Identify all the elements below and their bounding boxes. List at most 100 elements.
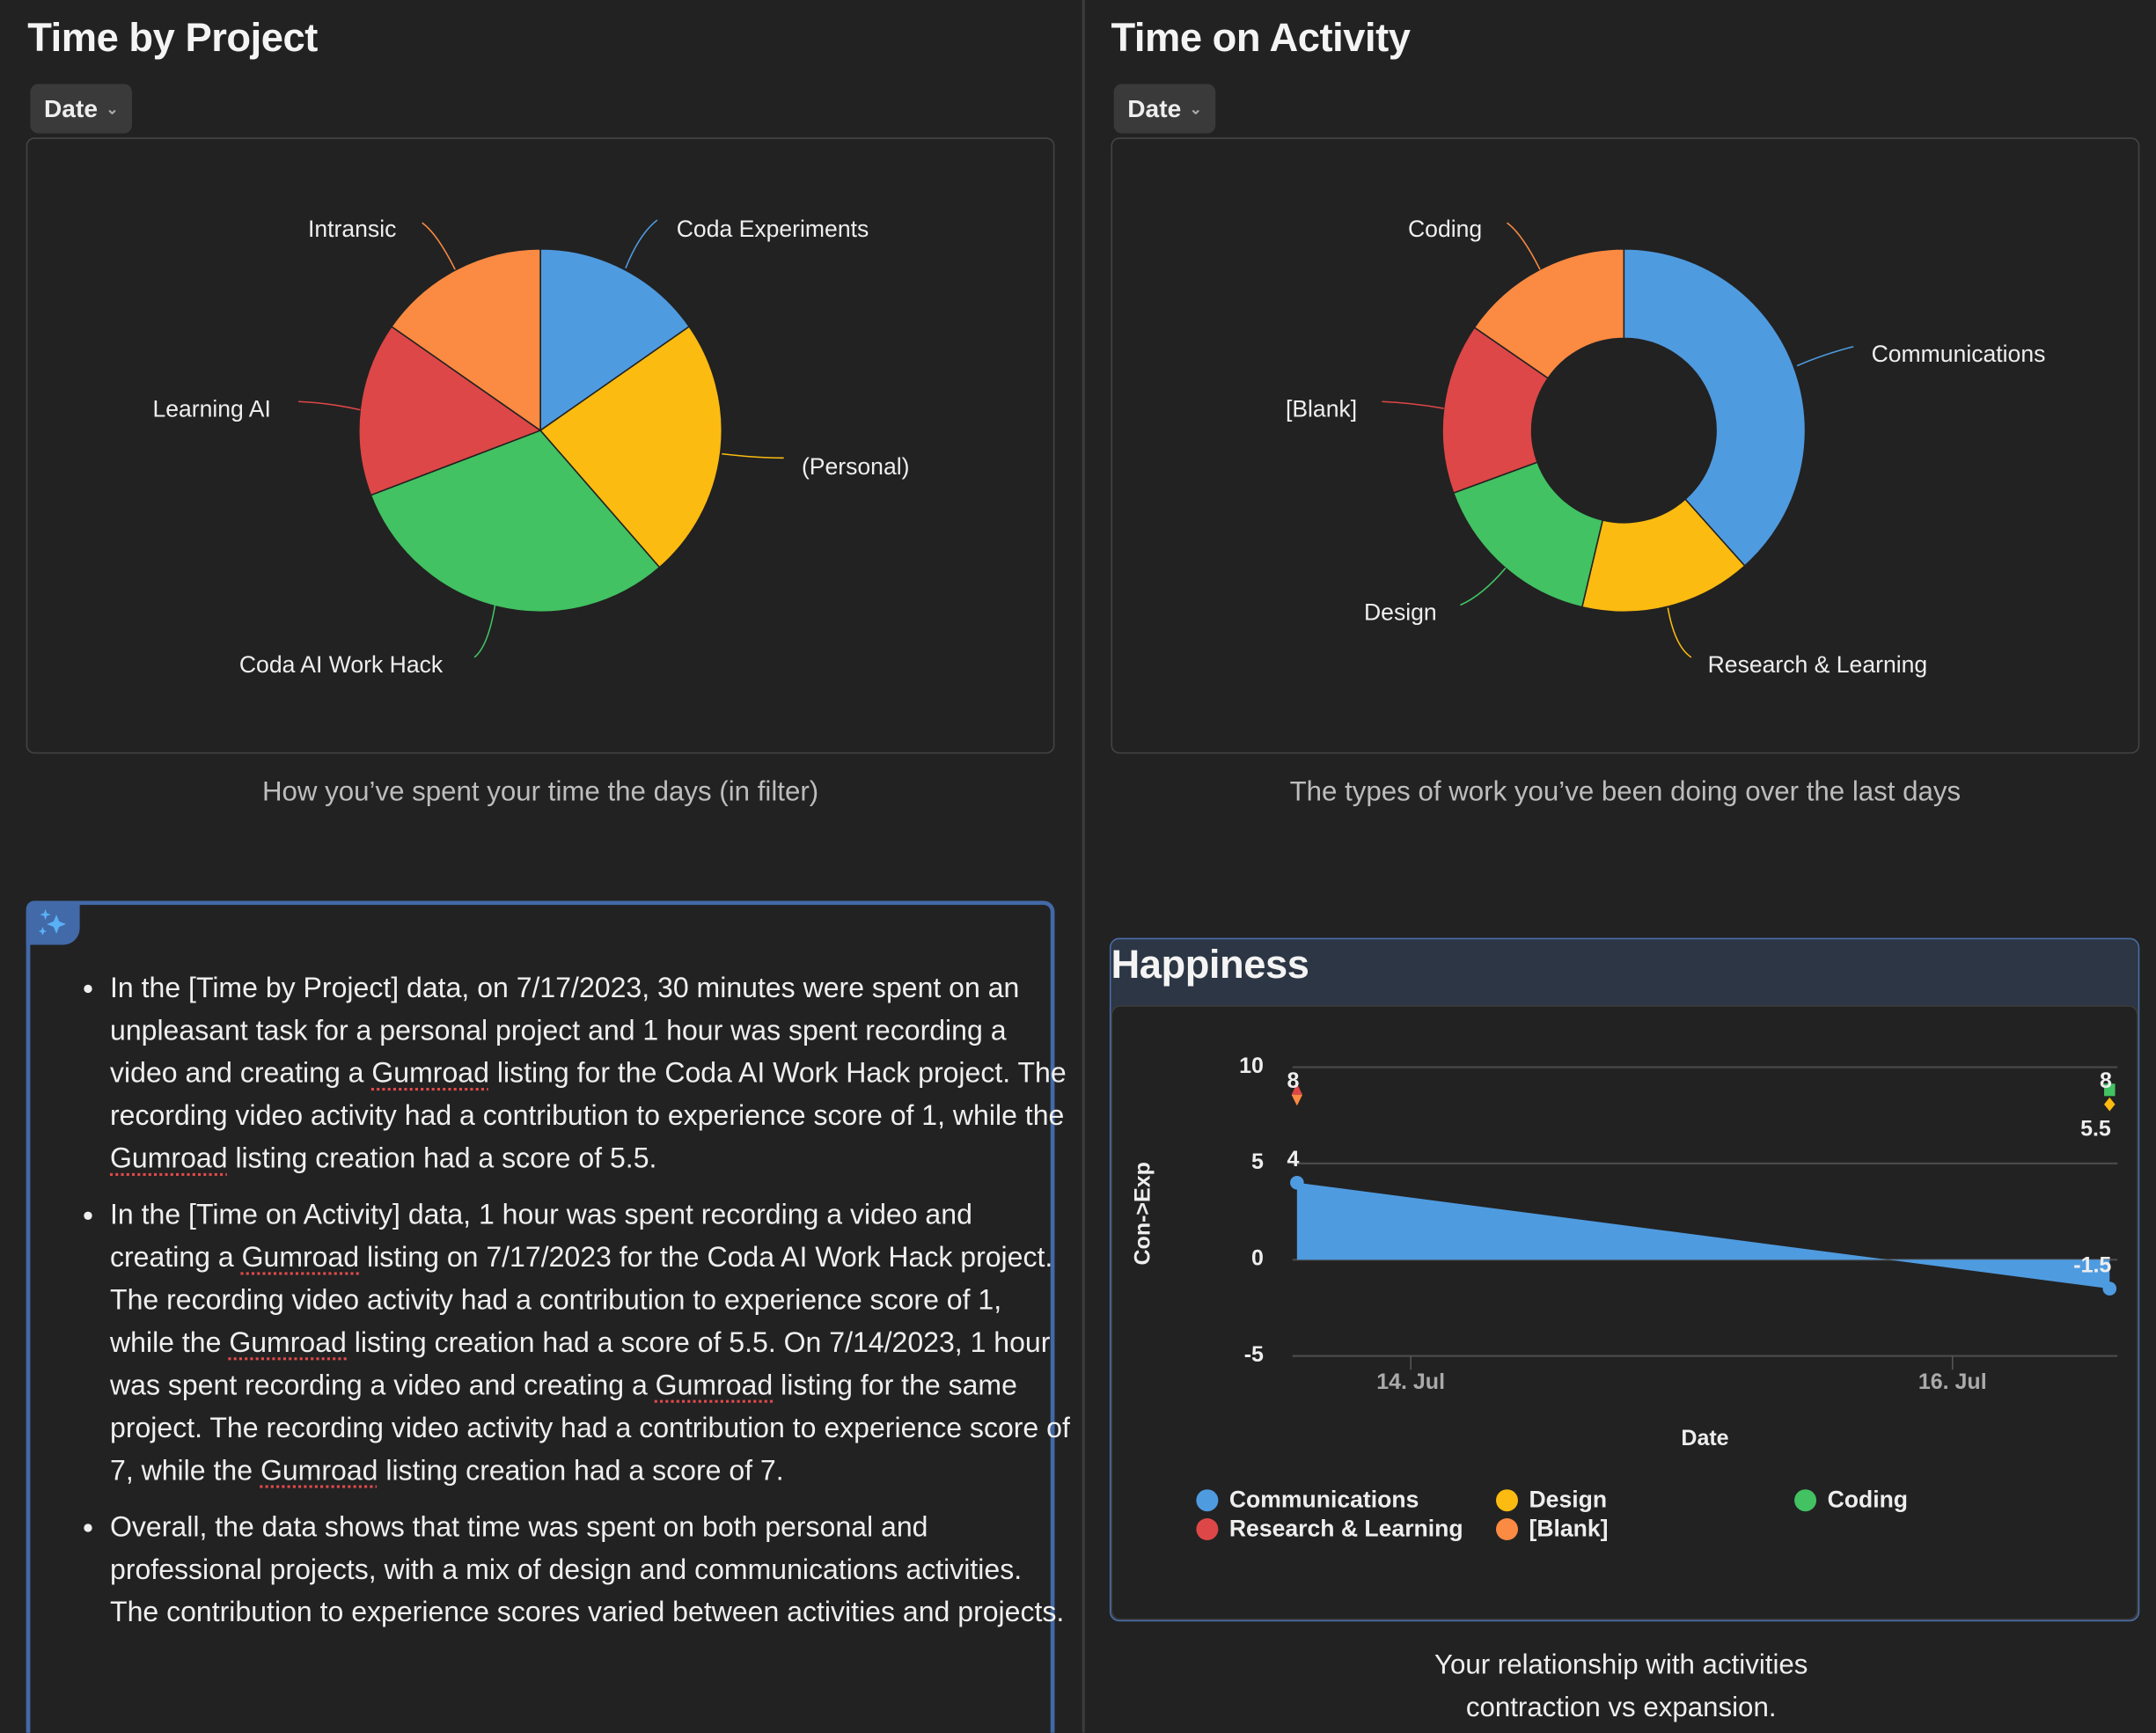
data-label: 8 bbox=[1287, 1069, 1300, 1094]
data-point-triangle[interactable] bbox=[1291, 1083, 1303, 1095]
summary-text: In the [Time on Activity] data, 1 hour w… bbox=[110, 1199, 972, 1274]
y-tick-label: 0 bbox=[1251, 1247, 1264, 1271]
pie-slice[interactable] bbox=[1441, 326, 1550, 495]
ai-summary-tab[interactable] bbox=[26, 900, 80, 945]
slice-label: Coda Experiments bbox=[676, 216, 869, 242]
summary-text: listing creation had a score of 7. bbox=[378, 1455, 784, 1487]
column-divider[interactable] bbox=[1082, 0, 1085, 1733]
chevron-down-icon: ⌄ bbox=[1189, 100, 1202, 118]
y-tick-label: -5 bbox=[1243, 1343, 1264, 1368]
happiness-title: Happiness bbox=[1111, 943, 1309, 988]
sparkles-icon bbox=[38, 908, 66, 936]
pie-slice[interactable] bbox=[539, 248, 691, 432]
leader-line bbox=[722, 452, 784, 459]
legend-label: Research & Learning bbox=[1228, 1515, 1463, 1542]
pie-slice[interactable] bbox=[539, 325, 723, 569]
misspelled-word[interactable]: Gumroad bbox=[229, 1326, 347, 1359]
caption-line: Your relationship with activities bbox=[1434, 1650, 1808, 1681]
data-label: 8 bbox=[2099, 1069, 2112, 1094]
legend-dot-icon bbox=[1496, 1489, 1518, 1512]
data-point-triangle-down[interactable] bbox=[1291, 1094, 1303, 1106]
time-by-project-title: Time by Project bbox=[27, 16, 318, 61]
date-filter-button[interactable]: Date ⌄ bbox=[30, 84, 133, 134]
slice-label: Research & Learning bbox=[1707, 651, 1928, 679]
misspelled-word[interactable]: Gumroad bbox=[655, 1370, 774, 1402]
time-on-activity-chart-card bbox=[1111, 137, 2140, 754]
summary-text: listing for the same project. The record… bbox=[110, 1370, 1070, 1487]
legend-dot-icon bbox=[1196, 1489, 1219, 1512]
data-label: 5.5 bbox=[2080, 1118, 2111, 1142]
pie-slice[interactable] bbox=[358, 325, 542, 496]
misspelled-word[interactable]: Gumroad bbox=[110, 1142, 228, 1175]
x-tick-label: 14. Jul bbox=[1376, 1370, 1446, 1395]
legend-dot-icon bbox=[1794, 1489, 1817, 1512]
summary-text: listing for the Coda AI Work Hack projec… bbox=[110, 1057, 1067, 1132]
time-on-activity-title: Time on Activity bbox=[1111, 16, 1411, 61]
leader-line bbox=[298, 400, 361, 411]
data-point[interactable] bbox=[2102, 1281, 2117, 1296]
legend-dot-icon bbox=[1496, 1518, 1518, 1540]
leader-line bbox=[1796, 345, 1854, 367]
chevron-down-icon: ⌄ bbox=[106, 100, 119, 118]
summary-text: listing creation had a score of 5.5. On … bbox=[110, 1326, 1051, 1402]
leader-line bbox=[1382, 400, 1444, 409]
area-communications bbox=[1296, 1182, 2110, 1289]
happiness-chart-card bbox=[1111, 1005, 2138, 1620]
pie-slice[interactable] bbox=[390, 248, 541, 432]
legend-label: Coding bbox=[1827, 1487, 1909, 1513]
data-point-diamond[interactable] bbox=[2104, 1097, 2116, 1112]
leader-line bbox=[1667, 607, 1692, 658]
legend-item-research-learning[interactable]: Research & Learning bbox=[1196, 1516, 1463, 1543]
pie-slice[interactable] bbox=[370, 430, 661, 613]
slice-label: (Personal) bbox=[801, 453, 910, 481]
slice-label: Coda AI Work Hack bbox=[238, 651, 444, 679]
date-filter-label: Date bbox=[1127, 94, 1182, 122]
caption-line: contraction vs expansion. bbox=[1465, 1693, 1777, 1723]
data-point[interactable] bbox=[1290, 1175, 1304, 1190]
time-on-activity-caption: The types of work you’ve been doing over… bbox=[1289, 776, 1962, 808]
summary-text: listing creation had a score of 5.5. bbox=[227, 1142, 657, 1175]
summary-text: In the [Time by Project] data, on 7/17/2… bbox=[110, 972, 1020, 1090]
data-label: 4 bbox=[1287, 1148, 1300, 1172]
pie-slice[interactable] bbox=[1473, 248, 1625, 379]
data-point-square[interactable] bbox=[2104, 1083, 2116, 1097]
misspelled-word[interactable]: Gumroad bbox=[260, 1455, 378, 1487]
leader-line bbox=[422, 222, 456, 270]
slice-label: Intransic bbox=[308, 216, 397, 242]
legend-item-communications[interactable]: Communications bbox=[1196, 1487, 1419, 1514]
misspelled-word[interactable]: Gumroad bbox=[241, 1241, 360, 1274]
x-tick-label: 16. Jul bbox=[1918, 1370, 1987, 1395]
legend-label: Communications bbox=[1228, 1487, 1419, 1513]
pie-slice[interactable] bbox=[1623, 248, 1807, 568]
summary-bullet: In the [Time on Activity] data, 1 hour w… bbox=[110, 1193, 1073, 1492]
legend-dot-icon bbox=[1196, 1518, 1219, 1540]
pie-slice[interactable] bbox=[1452, 461, 1604, 608]
time-by-project-caption: How you’ve spent your time the days (in … bbox=[261, 776, 819, 808]
y-axis-label: Con->Exp bbox=[1131, 1162, 1155, 1266]
date-filter-button[interactable]: Date ⌄ bbox=[1113, 84, 1216, 134]
misspelled-word[interactable]: Gumroad bbox=[371, 1057, 489, 1090]
y-tick-label: 10 bbox=[1239, 1054, 1264, 1078]
leader-line bbox=[473, 605, 496, 658]
data-label: -1.5 bbox=[2073, 1254, 2112, 1278]
slice-label: Communications bbox=[1871, 341, 2046, 368]
legend-item-design[interactable]: Design bbox=[1496, 1487, 1607, 1514]
slice-label: Coding bbox=[1408, 216, 1483, 242]
y-tick-label: 5 bbox=[1251, 1150, 1264, 1175]
leader-line bbox=[1460, 567, 1507, 606]
legend-label: [Blank] bbox=[1529, 1515, 1609, 1542]
legend-label: Design bbox=[1529, 1487, 1608, 1513]
slice-label: [Blank] bbox=[1285, 396, 1358, 422]
slice-label: Design bbox=[1364, 599, 1437, 626]
time-by-project-chart-card bbox=[26, 137, 1055, 754]
legend-item-coding[interactable]: Coding bbox=[1794, 1487, 1908, 1514]
summary-text: listing on 7/17/2023 for the Coda AI Wor… bbox=[110, 1241, 1053, 1359]
ai-summary-list: In the [Time by Project] data, on 7/17/2… bbox=[69, 966, 1073, 1647]
happiness-caption: Your relationship with activities contra… bbox=[1111, 1645, 2131, 1730]
time-by-project-pie bbox=[298, 219, 784, 658]
legend-item-blank[interactable]: [Blank] bbox=[1496, 1516, 1609, 1543]
x-axis-label: Date bbox=[1681, 1427, 1729, 1451]
pie-slice[interactable] bbox=[1580, 498, 1746, 613]
